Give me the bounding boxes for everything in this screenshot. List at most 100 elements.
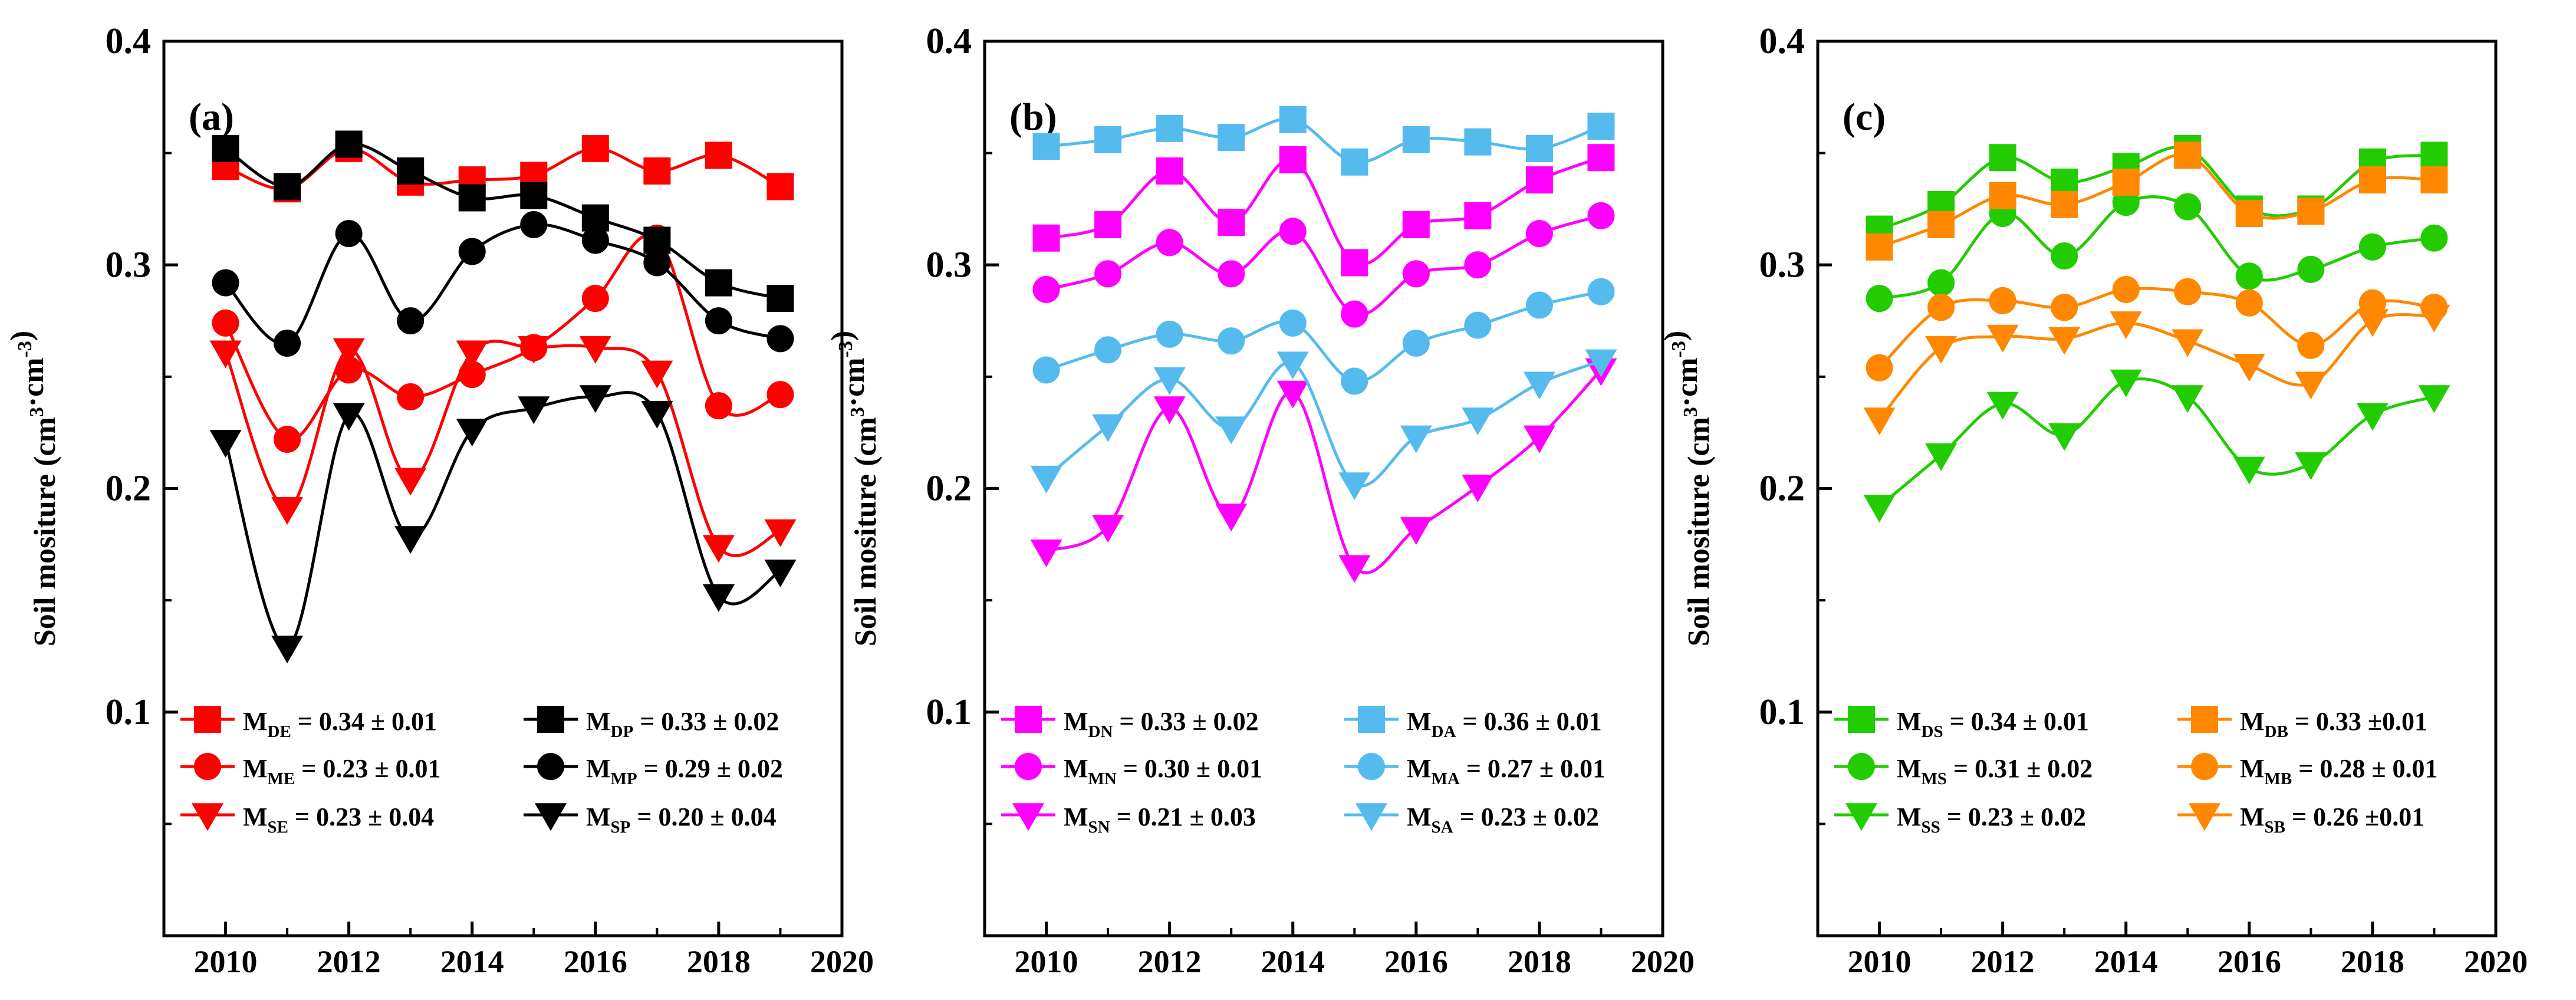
data-point-SS: [1863, 495, 1896, 523]
data-point-DE: [643, 157, 671, 185]
series-line-MB: [1878, 287, 2434, 369]
panel-label: (a): [189, 96, 234, 139]
legend-label-main: M: [586, 754, 611, 783]
data-point-SN: [1462, 475, 1494, 503]
data-point-SA: [1523, 371, 1555, 400]
chart-panel-2: 2010 2012 2014 2016 2018 2020 0.1 0.2 0.3 0.4 Soil…: [825, 21, 1695, 979]
y-axis-label: Soil mositure (cm3·cm-3): [825, 331, 883, 646]
data-point-DA: [1341, 148, 1368, 176]
data-point-MA: [1464, 311, 1492, 339]
y-axis-label-part: ): [5, 331, 38, 341]
y-tick-label: 0.4: [1759, 21, 1805, 61]
y-axis-label-part: -3: [1668, 341, 1690, 357]
legend-label-value: = 0.34 ± 0.01: [291, 707, 437, 736]
data-point-MS: [2051, 242, 2078, 270]
data-point-SS: [2233, 456, 2265, 485]
legend-label-subscript: MB: [2265, 769, 2292, 788]
data-point-MP: [212, 269, 239, 297]
legend-label-main: M: [243, 754, 268, 783]
data-point-MS: [2174, 193, 2202, 221]
y-tick-label: 0.3: [1759, 245, 1805, 285]
data-point-SE: [764, 519, 797, 547]
data-point-DS: [1989, 144, 2016, 172]
data-point-DB: [2420, 166, 2448, 194]
data-point-DA: [1156, 114, 1183, 142]
data-point-DB: [1989, 182, 2016, 209]
legend-marker-MS: [1847, 753, 1876, 780]
data-point-MS: [1927, 269, 1955, 297]
data-point-SA: [1215, 416, 1248, 445]
data-point-MP: [335, 220, 363, 248]
plot-frame: [162, 40, 844, 938]
data-point-DN: [1464, 202, 1492, 229]
legend-label-DP: MDP = 0.33 ± 0.02: [586, 707, 779, 741]
data-point-SS: [1925, 443, 1958, 471]
data-point-DB: [2358, 166, 2386, 194]
legend-marker-MP: [537, 753, 565, 780]
data-point-SE: [579, 335, 611, 364]
x-tick-label: 2016: [564, 944, 627, 979]
y-axis-label-part: ): [825, 331, 859, 341]
data-point-SA: [1462, 407, 1494, 436]
data-point-DP: [520, 182, 548, 209]
data-point-MP: [458, 238, 486, 265]
plot-frame: [983, 40, 1664, 938]
legend-marker-ME: [193, 753, 222, 780]
y-tick-label: 0.3: [106, 245, 152, 285]
data-point-DA: [1525, 135, 1553, 163]
data-point-MS: [2420, 224, 2448, 252]
legend-label-DE: MDE = 0.34 ± 0.01: [243, 707, 437, 741]
y-axis-label-part: 3: [26, 407, 48, 417]
y-tick-label: 0.1: [926, 692, 972, 732]
legend-marker-SS: [1845, 803, 1878, 831]
legend-label-main: M: [1064, 707, 1088, 736]
legend-marker-SA: [1355, 803, 1388, 831]
data-point-MA: [1094, 336, 1122, 364]
legend-label-DB: MDB = 0.33 ±0.01: [2240, 707, 2427, 741]
series-line-SA: [1045, 359, 1602, 488]
data-point-SS: [2356, 403, 2389, 431]
legend-marker-DS: [1848, 706, 1875, 733]
legend-label-main: M: [1407, 802, 1432, 831]
data-point-DP: [335, 130, 363, 158]
data-point-MA: [1525, 291, 1553, 319]
data-point-SS: [2048, 423, 2081, 451]
legend-label-subscript: SB: [2265, 818, 2285, 837]
data-point-SA: [1277, 351, 1309, 380]
legend-label-value: = 0.31 ± 0.02: [1947, 754, 2093, 783]
data-point-MS: [2297, 255, 2325, 283]
data-point-MB: [1927, 294, 1955, 321]
data-point-DA: [1279, 106, 1307, 133]
legend-label-value: = 0.30 ± 0.01: [1117, 754, 1262, 783]
legend-label-DA: MDA = 0.36 ± 0.01: [1407, 707, 1602, 741]
x-tick-label: 2014: [440, 944, 504, 979]
legend-label-value: = 0.23 ± 0.02: [1453, 802, 1599, 831]
series-line-DS: [1878, 146, 2434, 231]
y-tick-label: 0.2: [1759, 469, 1805, 509]
series-line-DN: [1046, 156, 1602, 266]
data-point-SA: [1400, 425, 1432, 453]
data-point-ME: [581, 285, 609, 312]
data-point-SA: [1585, 349, 1617, 377]
data-point-ME: [705, 392, 732, 420]
data-point-SS: [2110, 369, 2142, 397]
series-line-DE: [225, 147, 781, 191]
data-point-SN: [1215, 504, 1248, 532]
data-point-DN: [1525, 166, 1553, 194]
data-point-SS: [2418, 385, 2450, 413]
data-point-SB: [2295, 371, 2327, 400]
data-point-MS: [2358, 233, 2386, 261]
x-tick-label: 2018: [1508, 944, 1571, 979]
data-point-MB: [2112, 275, 2140, 303]
legend-label-value: = 0.28 ± 0.01: [2292, 754, 2437, 783]
x-tick-label: 2014: [1261, 944, 1325, 979]
legend-label-main: M: [2240, 754, 2265, 783]
series-line-SE: [224, 340, 781, 557]
legend-label-subscript: MS: [1922, 769, 1947, 788]
data-point-DN: [1402, 210, 1430, 238]
data-point-SA: [1153, 367, 1186, 395]
data-point-SE: [518, 335, 550, 364]
data-point-MN: [1341, 300, 1368, 328]
data-point-SN: [1338, 555, 1371, 583]
data-point-DB: [2235, 200, 2263, 228]
